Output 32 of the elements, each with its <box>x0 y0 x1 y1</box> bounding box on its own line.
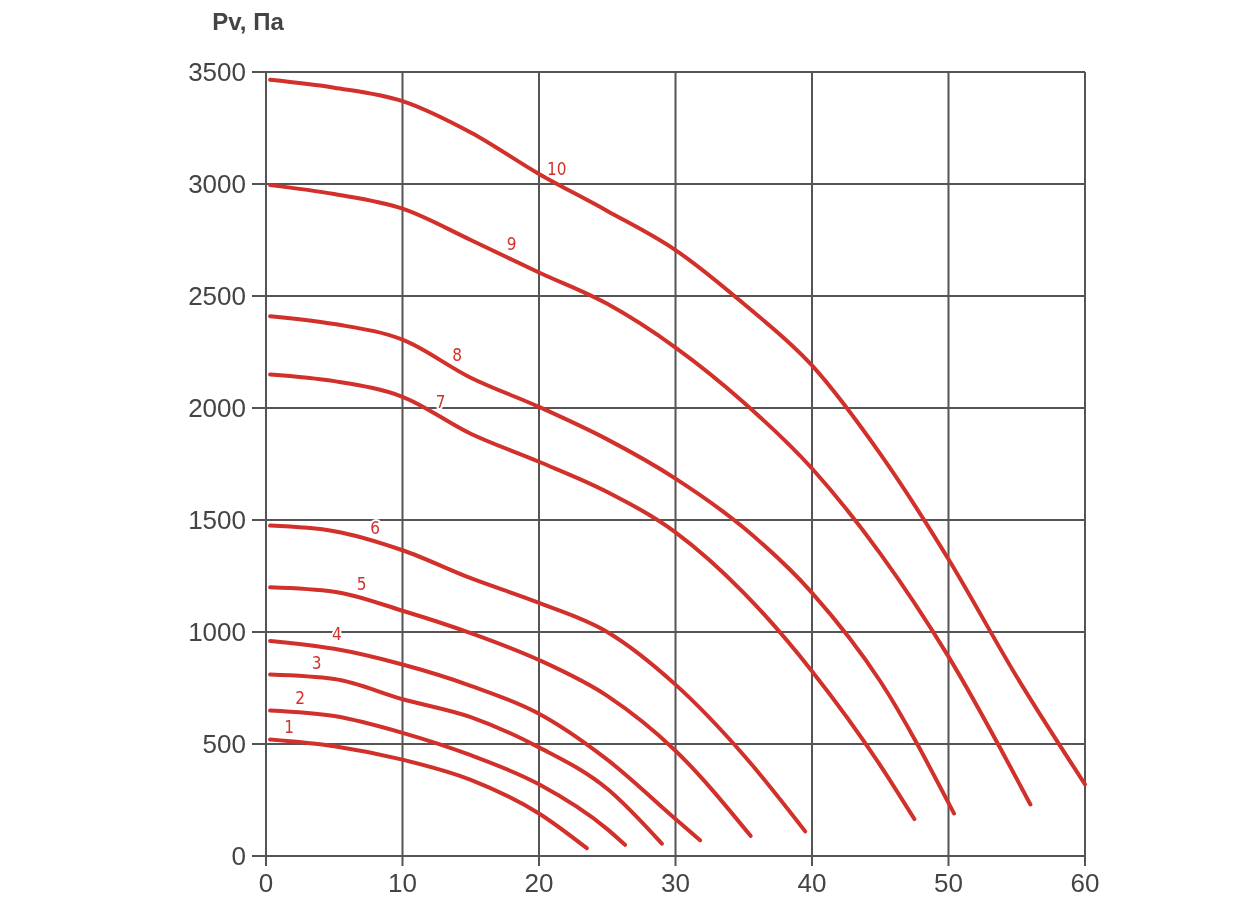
x-tick-label: 40 <box>797 868 827 898</box>
x-tick-label: 0 <box>258 868 274 898</box>
line-series <box>268 638 703 843</box>
line-series <box>268 183 1033 807</box>
series-label: 8 <box>452 345 462 366</box>
y-tick-label: 3500 <box>188 57 246 87</box>
series-label: 6 <box>370 517 381 538</box>
x-tick-label: 60 <box>1070 868 1100 898</box>
series-label: 10 <box>547 158 567 179</box>
line-series <box>268 708 627 847</box>
series-label: 2 <box>295 688 305 709</box>
line-series <box>268 523 808 834</box>
line-series <box>268 372 917 822</box>
y-axis-title: Pv, Па <box>212 8 285 35</box>
x-tick-label: 30 <box>661 868 690 898</box>
y-tick-label: 500 <box>202 729 246 759</box>
y-tick-label: 0 <box>231 841 246 871</box>
y-tick-label: 2500 <box>188 281 246 311</box>
x-tick-label: 10 <box>388 868 417 898</box>
series-label: 3 <box>311 652 322 673</box>
series-label: 5 <box>356 574 367 595</box>
line-series <box>268 672 664 846</box>
x-tick-label: 20 <box>524 868 554 898</box>
y-tick-label: 1500 <box>188 505 246 535</box>
line-series <box>268 737 589 851</box>
y-tick-label: 2000 <box>188 393 246 423</box>
y-tick-label: 1000 <box>188 617 246 647</box>
series-label: 9 <box>506 234 517 255</box>
line-series <box>268 314 956 816</box>
series-label: 1 <box>284 716 295 737</box>
x-tick-label: 50 <box>934 868 963 898</box>
y-tick-label: 3000 <box>188 169 246 199</box>
